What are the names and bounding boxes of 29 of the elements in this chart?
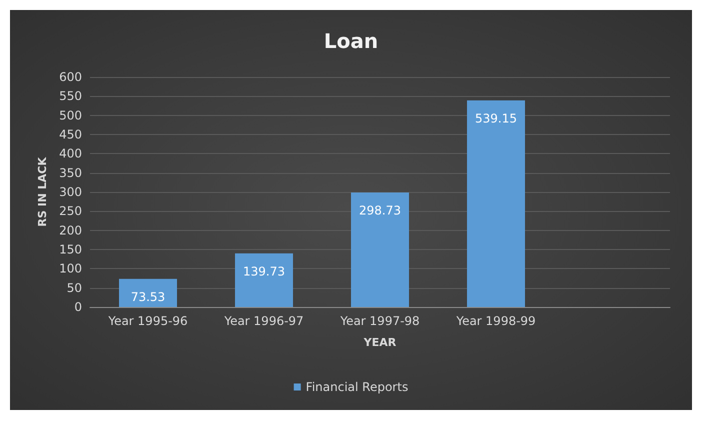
y-tick-label: 550 xyxy=(59,89,82,104)
y-tick-label: 300 xyxy=(59,185,82,199)
x-tick-label: Year 1997-98 xyxy=(339,314,420,328)
x-tick-label: Year 1998-99 xyxy=(455,314,536,328)
y-tick-label: 250 xyxy=(59,204,82,218)
y-tick-label: 200 xyxy=(59,223,82,238)
y-tick-label: 450 xyxy=(59,128,82,142)
legend-label: Financial Reports xyxy=(306,380,408,394)
y-tick-label: 0 xyxy=(74,300,82,314)
y-tick-label: 100 xyxy=(59,262,82,276)
data-label: 539.15 xyxy=(475,111,517,126)
data-label: 139.73 xyxy=(243,264,285,278)
y-tick-label: 350 xyxy=(59,166,82,180)
bar xyxy=(351,192,409,307)
y-tick-label: 400 xyxy=(59,146,82,161)
bar xyxy=(467,100,525,307)
x-tick-label: Year 1995-96 xyxy=(107,314,188,328)
y-tick-label: 150 xyxy=(59,242,82,256)
y-tick-label: 600 xyxy=(59,70,82,84)
y-tick-label: 50 xyxy=(66,280,82,295)
x-axis-title: YEAR xyxy=(362,336,397,349)
data-label: 298.73 xyxy=(359,203,401,218)
bar xyxy=(235,253,293,307)
chart-title: Loan xyxy=(324,29,378,53)
x-tick-label: Year 1996-97 xyxy=(223,314,304,328)
data-label: 73.53 xyxy=(130,290,166,304)
y-axis-title: RS IN LACK xyxy=(36,156,50,227)
y-tick-label: 500 xyxy=(59,108,82,122)
bar xyxy=(119,278,177,307)
